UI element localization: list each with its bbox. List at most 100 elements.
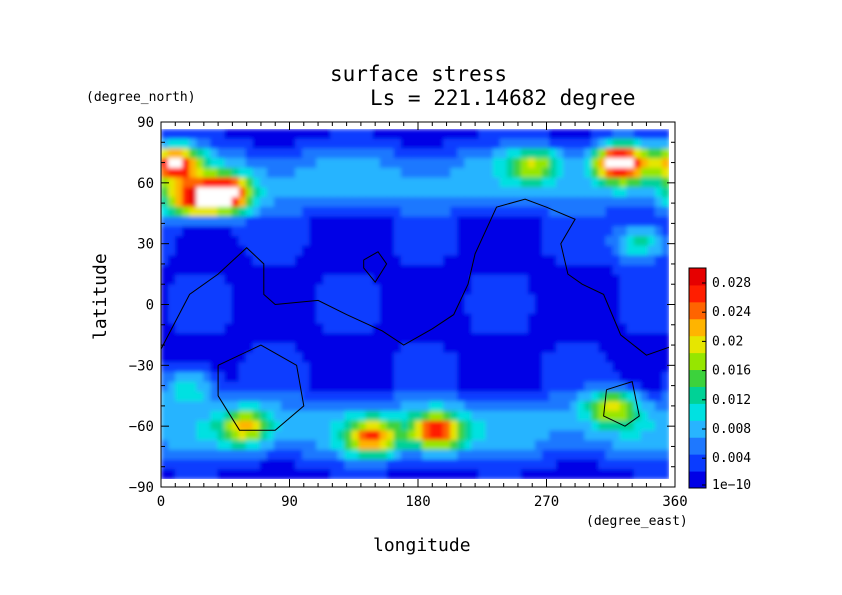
field-cell [175, 138, 183, 150]
field-cell [527, 323, 536, 334]
field-cell [400, 245, 409, 256]
field-cell [217, 197, 226, 208]
field-cell [323, 410, 331, 422]
field-cell [534, 469, 543, 479]
field-cell [386, 206, 395, 218]
field-cell [457, 333, 465, 344]
field-cell [259, 430, 268, 441]
field-cell [358, 245, 367, 256]
field-cell [210, 430, 219, 441]
field-cell [450, 167, 458, 179]
field-cell [189, 449, 197, 461]
field-cell [549, 430, 557, 441]
field-cell [654, 342, 663, 354]
field-cell [337, 381, 346, 393]
field-cell [640, 167, 649, 179]
field-cell [323, 255, 331, 266]
field-cell [499, 294, 508, 305]
field-cell [598, 304, 607, 315]
field-cell [168, 129, 176, 140]
field-cell [563, 167, 571, 179]
field-cell [386, 294, 395, 305]
field-cell [245, 138, 254, 150]
field-cell [196, 216, 204, 227]
field-cell [273, 304, 282, 315]
field-cell [457, 265, 465, 276]
field-cell [577, 265, 585, 276]
field-cell [316, 148, 324, 159]
field-cell [168, 342, 176, 354]
field-cell [302, 265, 310, 276]
field-cell [372, 216, 381, 227]
field-cell [633, 440, 642, 451]
field-cell [429, 216, 437, 227]
field-cell [457, 469, 465, 479]
field-cell [429, 148, 437, 159]
field-cell [527, 401, 536, 412]
field-cell [245, 274, 254, 286]
field-cell [309, 420, 317, 431]
field-cell [612, 216, 621, 227]
field-cell [302, 294, 310, 305]
field-cell [182, 362, 190, 373]
field-cell [422, 342, 430, 354]
field-cell [471, 187, 480, 198]
field-cell [203, 138, 211, 150]
field-cell [372, 469, 381, 479]
field-cell [302, 391, 310, 402]
field-cell [605, 226, 614, 237]
field-cell [238, 372, 247, 383]
field-cell [549, 255, 557, 266]
field-cell [407, 304, 416, 315]
field-cell [196, 284, 204, 295]
field-cell [379, 206, 388, 218]
field-cell [499, 255, 508, 266]
field-cell [436, 167, 444, 179]
field-cell [168, 410, 176, 422]
field-cell [252, 216, 261, 227]
field-cell [351, 372, 360, 383]
field-cell [175, 304, 183, 315]
field-cell [224, 226, 233, 237]
field-cell [527, 430, 536, 441]
field-cell [259, 449, 268, 461]
field-cell [161, 313, 169, 325]
field-cell [330, 304, 338, 315]
field-cell [471, 129, 480, 140]
field-cell [527, 459, 536, 470]
field-cell [485, 245, 494, 256]
field-cell [513, 245, 522, 256]
field-cell [273, 449, 282, 461]
field-cell [647, 255, 656, 266]
field-cell [563, 352, 571, 363]
field-cell [556, 245, 564, 256]
field-cell [563, 197, 571, 208]
field-cell [372, 294, 381, 305]
field-cell [436, 158, 444, 169]
field-cell [520, 381, 529, 393]
field-cell [196, 274, 204, 286]
field-cell [499, 430, 508, 441]
field-cell [549, 449, 557, 461]
field-cell [182, 333, 190, 344]
field-cell [302, 333, 310, 344]
field-cell [365, 362, 374, 373]
field-cell [217, 440, 226, 451]
field-cell [422, 216, 430, 227]
field-cell [520, 459, 529, 470]
field-cell [654, 440, 663, 451]
field-cell [570, 284, 578, 295]
field-cell [182, 342, 190, 354]
field-cell [492, 138, 501, 150]
field-cell [626, 265, 635, 276]
field-cell [605, 274, 614, 286]
field-cell [640, 449, 649, 461]
field-cell [175, 255, 183, 266]
field-cell [344, 420, 353, 431]
field-cell [309, 206, 317, 218]
field-cell [337, 294, 346, 305]
field-cell [393, 420, 402, 431]
field-cell [506, 255, 515, 266]
field-cell [323, 245, 331, 256]
field-cell [450, 226, 458, 237]
